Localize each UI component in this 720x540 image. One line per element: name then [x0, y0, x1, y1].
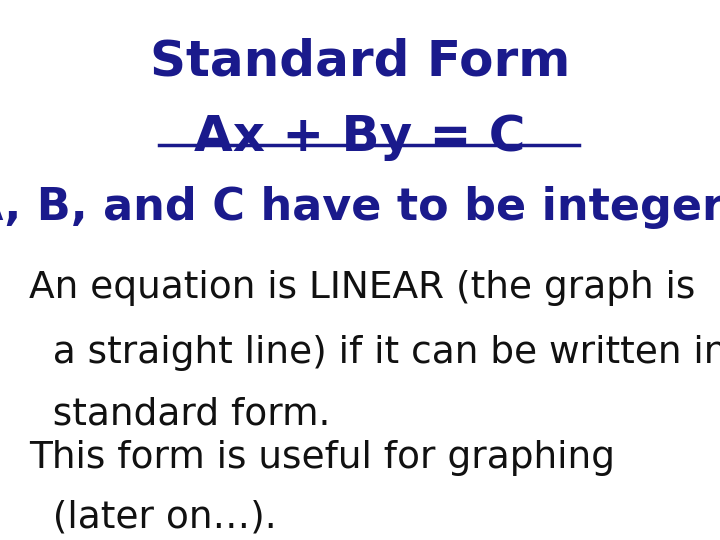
Text: standard form.: standard form.: [29, 397, 330, 433]
Text: Ax + By = C: Ax + By = C: [194, 113, 526, 161]
Text: Standard Form: Standard Form: [150, 38, 570, 86]
Text: a straight line) if it can be written in: a straight line) if it can be written in: [29, 335, 720, 371]
Text: (later on…).: (later on…).: [29, 500, 276, 536]
Text: This form is useful for graphing: This form is useful for graphing: [29, 440, 615, 476]
Text: An equation is LINEAR (the graph is: An equation is LINEAR (the graph is: [29, 270, 696, 306]
Text: A, B, and C have to be integers: A, B, and C have to be integers: [0, 186, 720, 230]
